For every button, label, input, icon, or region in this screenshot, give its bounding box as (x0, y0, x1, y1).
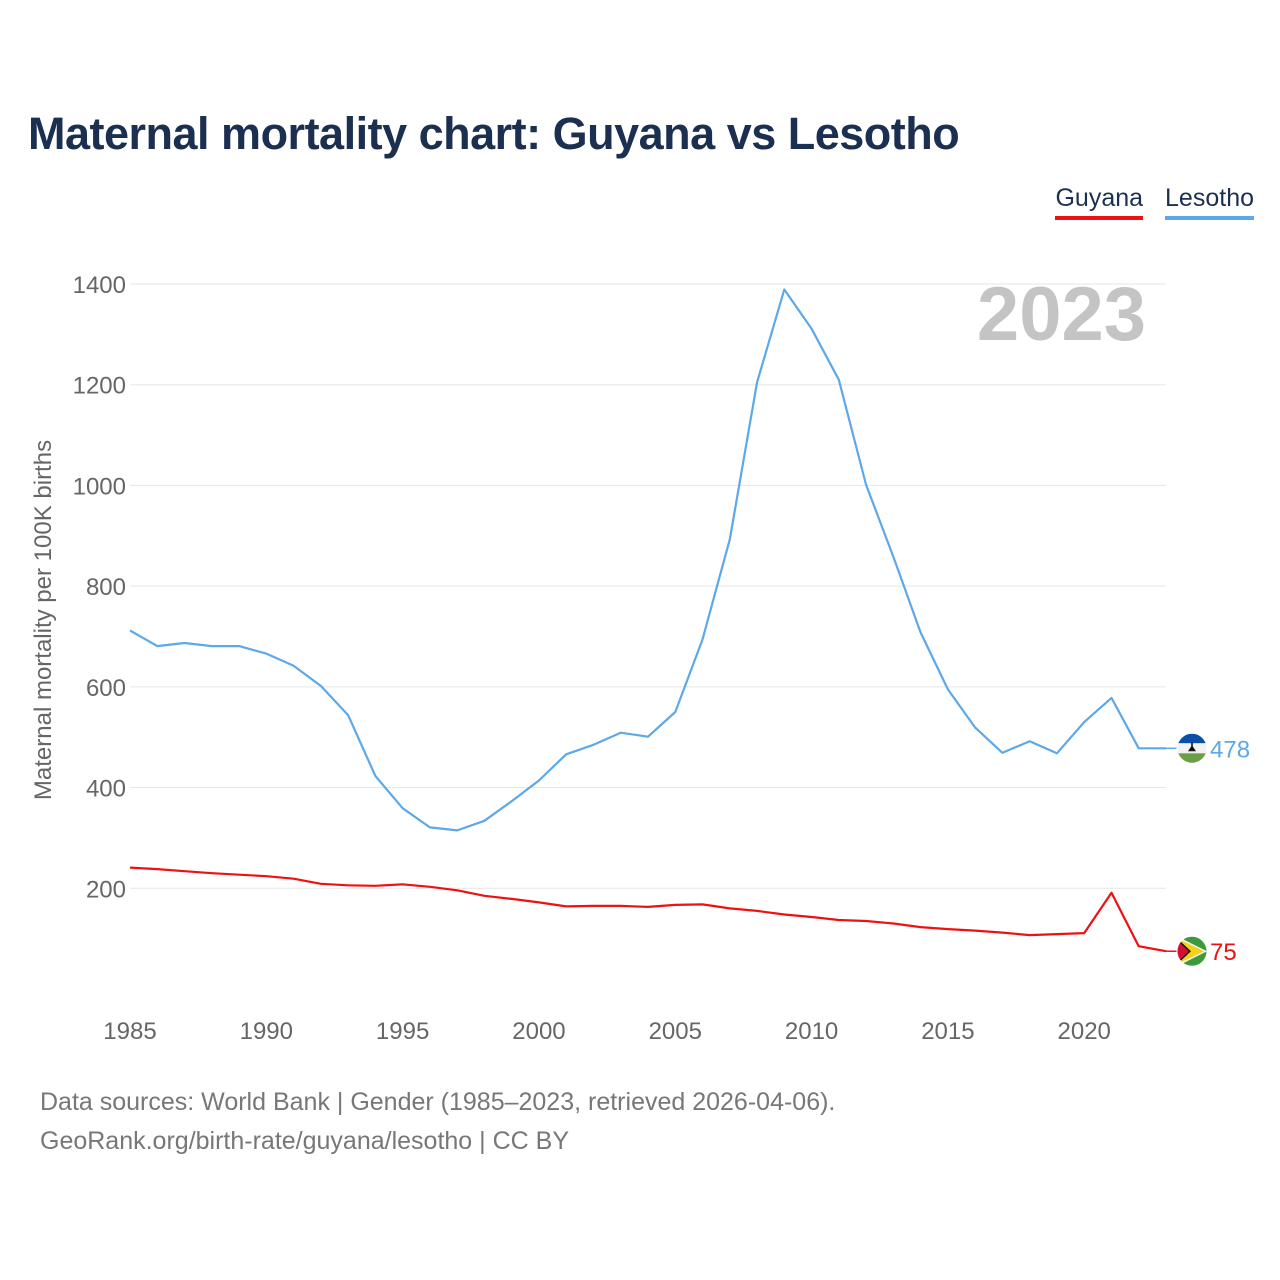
guyana-flag-icon (1176, 935, 1208, 967)
end-value-label-guyana: 75 (1210, 939, 1237, 966)
x-tick-label: 2010 (785, 1018, 838, 1045)
lesotho-flag-icon (1176, 732, 1208, 764)
x-tick-label: 1985 (103, 1018, 156, 1045)
y-tick-label: 600 (86, 675, 126, 702)
series-line-guyana (129, 866, 1167, 953)
series-line-lesotho (129, 288, 1166, 832)
y-tick-label: 1000 (73, 473, 126, 500)
x-tick-label: 2020 (1058, 1018, 1111, 1045)
legend-item-lesotho[interactable]: Lesotho (1165, 184, 1254, 220)
footer-credit[interactable]: GeoRank.org/birth-rate/guyana/lesotho | … (40, 1127, 569, 1155)
legend-item-guyana[interactable]: Guyana (1055, 184, 1144, 220)
x-tick-label: 2015 (921, 1018, 974, 1045)
y-tick-label: 400 (86, 776, 126, 803)
y-axis-ticks: 200 400 600 800 1000 1200 1400 (73, 272, 126, 903)
chart-title: Maternal mortality chart: Guyana vs Leso… (28, 108, 960, 159)
legend: Guyana Lesotho (1055, 184, 1254, 220)
y-tick-label: 1400 (73, 272, 126, 299)
footer-source: Data sources: World Bank | Gender (1985–… (40, 1088, 836, 1116)
year-watermark: 2023 (977, 272, 1146, 357)
end-markers: 75 478 (1166, 732, 1250, 967)
x-axis-ticks: 1985 1990 1995 2000 2005 2010 2015 2020 (103, 1018, 1111, 1045)
x-tick-label: 2000 (512, 1018, 565, 1045)
y-axis-label: Maternal mortality per 100K births (30, 440, 57, 800)
chart-plot: 2023 Maternal mortality per 100K births … (30, 272, 1250, 1045)
y-tick-label: 1200 (73, 373, 126, 400)
end-value-label-lesotho: 478 (1210, 736, 1250, 763)
x-tick-label: 1990 (240, 1018, 293, 1045)
x-tick-label: 2005 (649, 1018, 702, 1045)
series-layer (129, 288, 1167, 953)
y-tick-label: 800 (86, 574, 126, 601)
x-tick-label: 1995 (376, 1018, 429, 1045)
gridlines (130, 283, 1166, 889)
y-tick-label: 200 (86, 876, 126, 903)
